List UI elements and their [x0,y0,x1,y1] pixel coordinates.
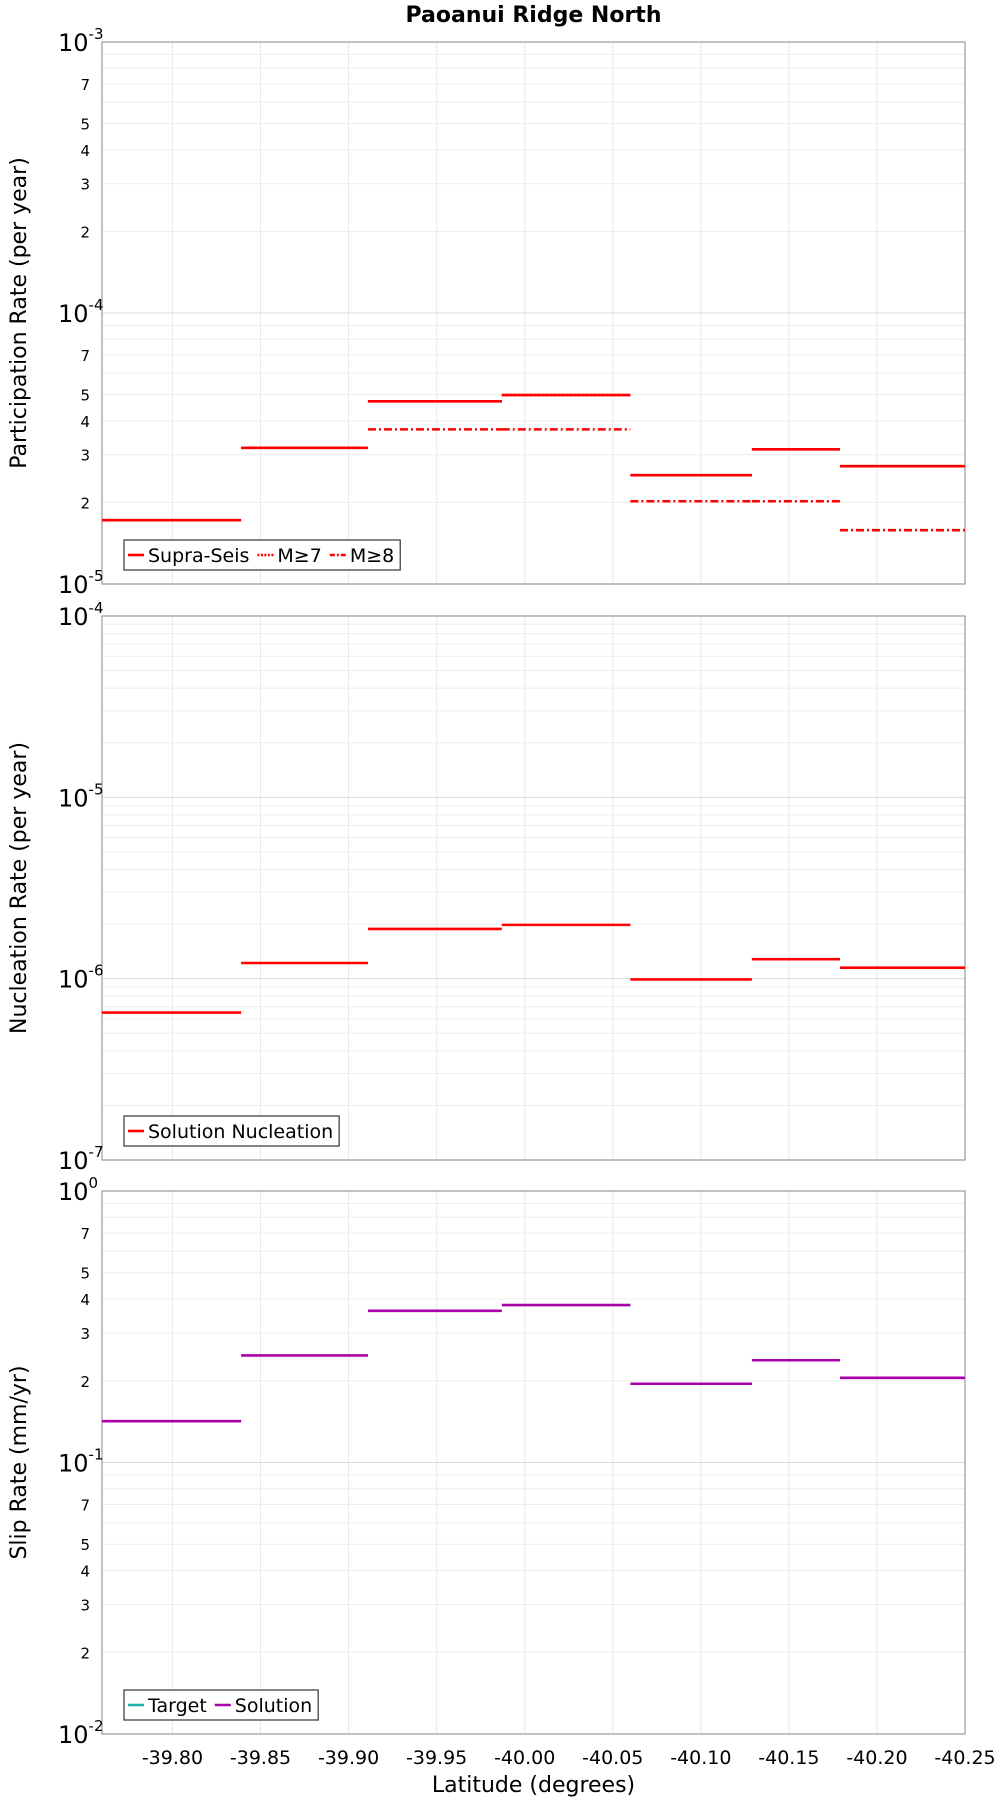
x-tick-label: -39.95 [406,1747,467,1769]
y-minor-tick-label: 7 [80,76,90,94]
y-minor-tick-label: 4 [80,1563,90,1581]
y-minor-tick-label: 5 [80,1536,90,1554]
x-tick-label: -39.85 [230,1747,291,1769]
y-minor-tick-label: 3 [80,1325,90,1343]
legend-label: Target [147,1695,207,1717]
chart-title: Paoanui Ridge North [406,3,662,28]
y-minor-tick-label: 4 [80,142,90,160]
y-tick-label: 10-5 [58,780,104,812]
legend-label: Solution [235,1695,312,1717]
legend-label: M≥7 [277,545,321,567]
y-minor-tick-label: 4 [80,1291,90,1309]
y-tick-label: 10-4 [58,599,104,631]
series-solution-nucleation [102,923,965,1014]
legend: Solution Nucleation [123,1115,340,1147]
y-axis-label: Participation Rate (per year) [7,157,32,469]
legend-box [123,1115,340,1147]
y-minor-tick-label: 3 [80,1596,90,1614]
y-tick-label: 10-2 [58,1717,104,1749]
plot-frame [101,41,966,585]
legend-label: Solution Nucleation [148,1121,333,1143]
y-tick-label: 10-6 [58,962,104,994]
y-minor-tick-label: 5 [80,1265,90,1283]
y-axis-label: Slip Rate (mm/yr) [7,1365,32,1559]
y-tick-label: 10-7 [58,1143,104,1175]
y-minor-tick-label: 3 [80,447,90,465]
y-axis-label: Nucleation Rate (per year) [7,742,32,1034]
panel-2: 10-7 10-6 10-5 10-4 Nucleation Rate (per yea… [7,599,966,1175]
legend: Supra-Seis M≥7 M≥8 [123,539,401,571]
plot-frame [101,1190,966,1735]
y-minor-tick-label: 2 [80,494,90,512]
y-minor-tick-label: 7 [80,1225,90,1243]
plot-frame [101,615,966,1161]
panel-1: 10-5 10-4 10-3 2 3 4 5 7 2 3 4 5 7 Participation Rate… [7,25,966,599]
panel-3: 10-2 10-1 100 2 3 4 5 7 2 3 4 5 7 Slip Rate (mm/yr) Ta… [7,1174,966,1749]
y-tick-label: 10-4 [58,296,104,328]
y-tick-label: 10-5 [58,567,104,599]
x-tick-label: -40.10 [670,1747,731,1769]
x-axis-label: Latitude (degrees) [432,1773,635,1798]
x-tick-label: -40.25 [934,1747,995,1769]
y-tick-label: 10-3 [58,25,104,57]
series-solution [102,1303,965,1423]
legend: Target Solution [123,1689,319,1721]
y-tick-label: 100 [58,1174,98,1206]
x-tick-label: -40.20 [846,1747,907,1769]
x-tick-label: -40.05 [582,1747,643,1769]
y-minor-tick-label: 2 [80,223,90,241]
y-minor-tick-label: 2 [80,1373,90,1391]
x-tick-label: -39.80 [142,1747,203,1769]
legend-label: Supra-Seis [148,545,249,567]
y-minor-tick-label: 7 [80,347,90,365]
series-m-8 [367,428,965,532]
y-minor-tick-label: 5 [80,387,90,405]
x-tick-label: -40.15 [758,1747,819,1769]
y-tick-label: 10-1 [58,1446,104,1478]
x-tick-label: -39.90 [318,1747,379,1769]
y-minor-tick-label: 4 [80,413,90,431]
y-minor-tick-label: 3 [80,176,90,194]
legend-label: M≥8 [350,545,394,567]
series-m-7 [102,393,965,522]
x-tick-label: -40.00 [494,1747,555,1769]
y-minor-tick-label: 2 [80,1644,90,1662]
y-minor-tick-label: 5 [80,116,90,134]
y-minor-tick-label: 7 [80,1497,90,1515]
